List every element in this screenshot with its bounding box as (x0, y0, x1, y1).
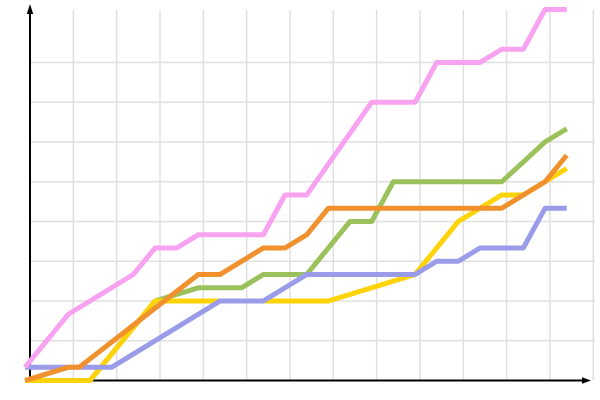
gridlines (30, 10, 595, 380)
x-axis-arrow-icon (582, 377, 591, 384)
series-green (25, 126, 568, 383)
series-pink (23, 7, 567, 369)
y-axis-arrow-icon (26, 4, 34, 14)
data-series (23, 7, 569, 383)
series-blue (25, 205, 567, 370)
series-orange (24, 153, 569, 383)
axes (26, 4, 591, 384)
